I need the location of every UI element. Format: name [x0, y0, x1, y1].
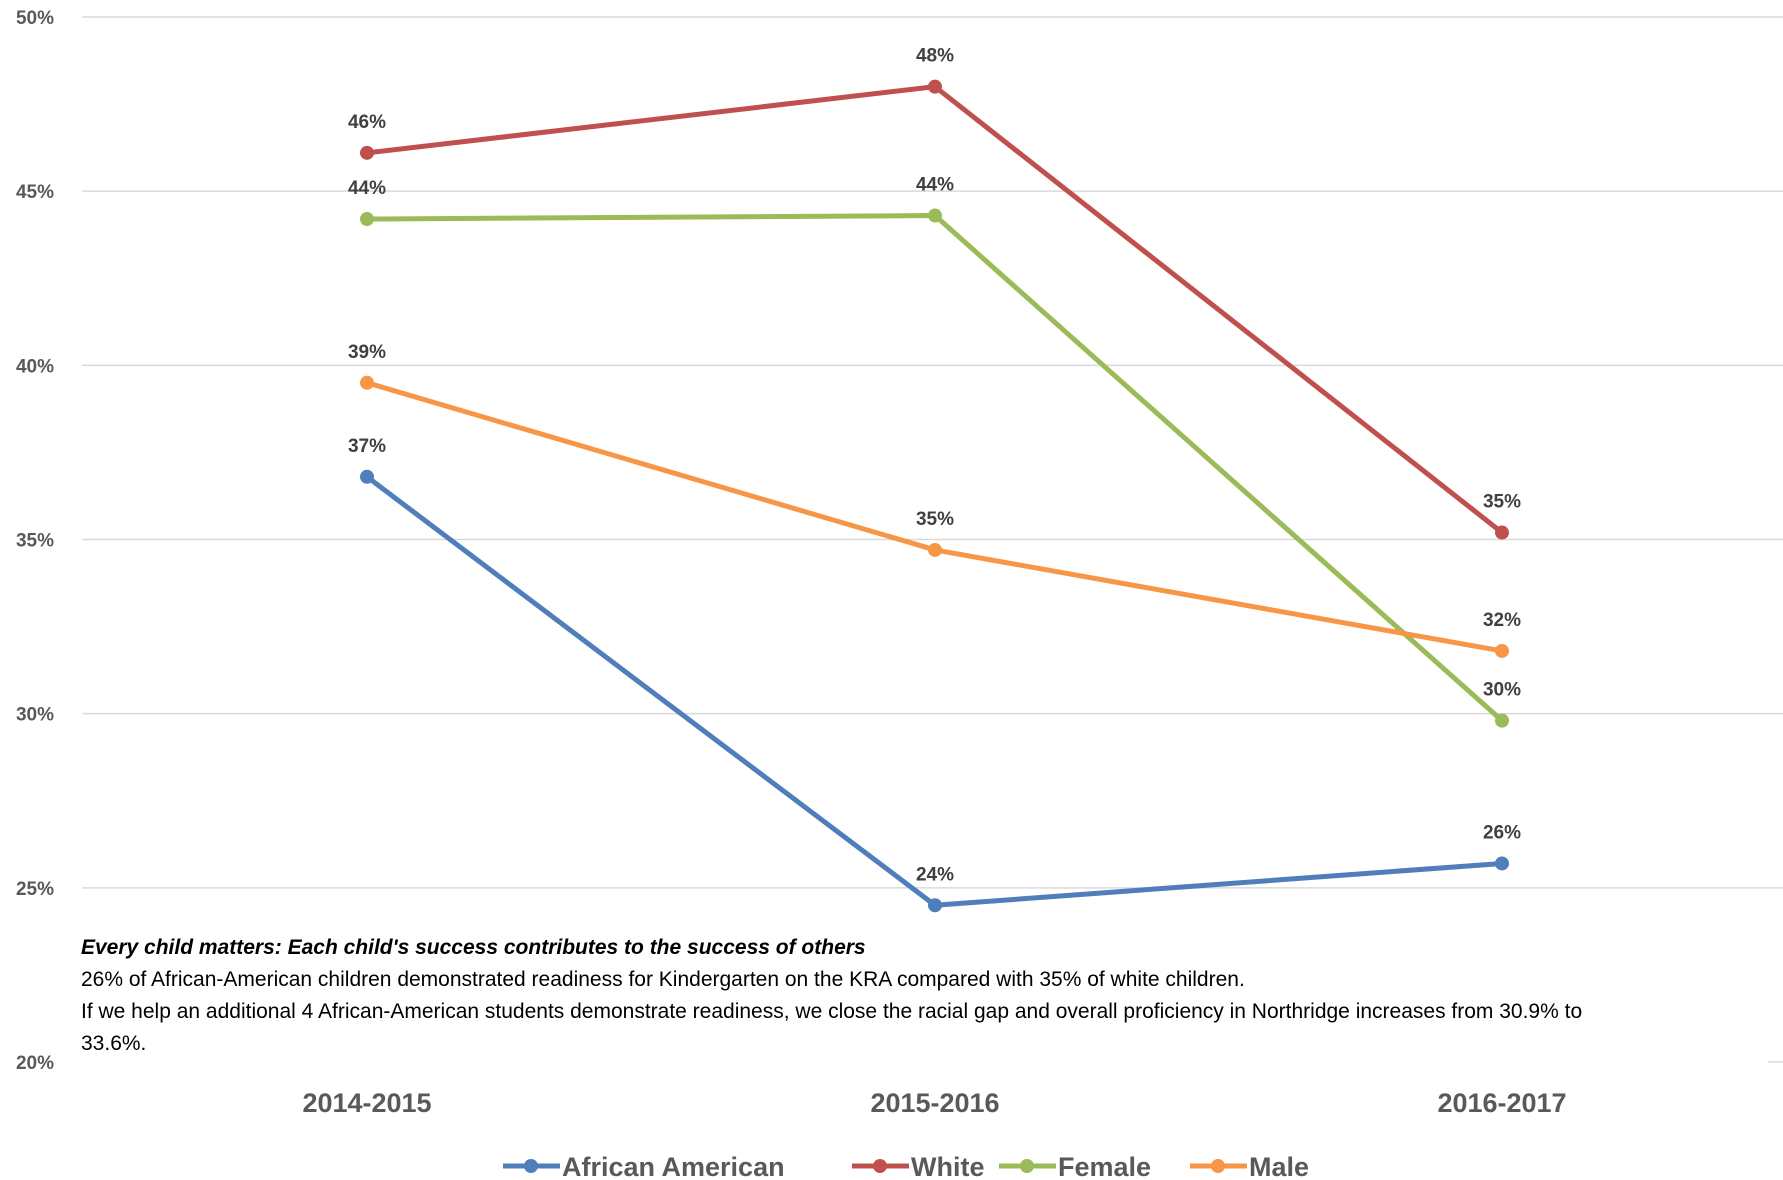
legend-label-african-american: African American	[562, 1152, 785, 1180]
y-tick-label: 45%	[16, 182, 54, 203]
data-point-african-american	[360, 469, 374, 484]
y-axis-ticks: 20% 25% 30% 35% 40% 45% 50%	[16, 8, 54, 1074]
data-label-white: 35%	[1483, 492, 1521, 513]
data-point-female	[360, 212, 374, 227]
gridlines	[82, 16, 1783, 1063]
data-point-white	[360, 145, 374, 160]
data-point-male	[1495, 643, 1509, 658]
data-label-african-american: 37%	[348, 436, 386, 457]
legend-marker-male	[1211, 1159, 1225, 1173]
series-line-white	[364, 84, 1505, 536]
data-labels: 37% 24% 26% 46% 48% 35% 44% 44% 30% 39% 35% 32%	[348, 46, 1521, 886]
data-label-female: 30%	[1483, 680, 1521, 701]
x-tick-label: 2014-2015	[302, 1088, 431, 1118]
y-tick-label: 30%	[16, 705, 54, 726]
data-label-white: 46%	[348, 112, 386, 133]
y-tick-label: 40%	[16, 356, 54, 377]
series-line-african-american	[364, 474, 1505, 908]
legend-label-male: Male	[1249, 1152, 1309, 1180]
series-lines	[360, 79, 1509, 913]
data-point-white	[1495, 525, 1509, 540]
legend-label-white: White	[911, 1152, 985, 1180]
x-tick-label: 2016-2017	[1437, 1088, 1566, 1118]
data-point-african-american	[1495, 856, 1509, 871]
series-line-female	[364, 213, 1505, 724]
data-label-white: 48%	[916, 46, 954, 67]
legend-marker-african-american	[524, 1159, 538, 1173]
chart-annotation: Every child matters: Each child's succes…	[81, 932, 1641, 1060]
y-tick-label: 20%	[16, 1053, 54, 1074]
legend-marker-female	[1020, 1159, 1034, 1173]
data-point-white	[928, 79, 942, 94]
data-point-male	[928, 542, 942, 557]
legend-marker-white	[873, 1159, 887, 1173]
y-tick-label: 25%	[16, 879, 54, 900]
data-point-female	[928, 208, 942, 223]
data-point-female	[1495, 713, 1509, 728]
y-tick-label: 50%	[16, 8, 54, 29]
y-tick-label: 35%	[16, 531, 54, 552]
annotation-line-2: If we help an additional 4 African-Ameri…	[81, 1000, 1583, 1055]
annotation-title: Every child matters: Each child's succes…	[81, 936, 866, 959]
data-label-female: 44%	[916, 175, 954, 196]
data-label-male: 39%	[348, 342, 386, 363]
legend-label-female: Female	[1058, 1152, 1151, 1180]
data-label-male: 35%	[916, 509, 954, 530]
x-axis-ticks: 2014-2015 2015-2016 2016-2017	[302, 1088, 1566, 1118]
x-tick-label: 2015-2016	[870, 1088, 999, 1118]
legend: African American White Female Male	[503, 1152, 1309, 1180]
data-label-african-american: 24%	[916, 864, 954, 885]
data-label-african-american: 26%	[1483, 822, 1521, 843]
annotation-line-1: 26% of African-American children demonst…	[81, 968, 1245, 991]
data-point-male	[360, 375, 374, 390]
data-label-male: 32%	[1483, 610, 1521, 631]
data-label-female: 44%	[348, 178, 386, 199]
data-point-african-american	[928, 898, 942, 913]
